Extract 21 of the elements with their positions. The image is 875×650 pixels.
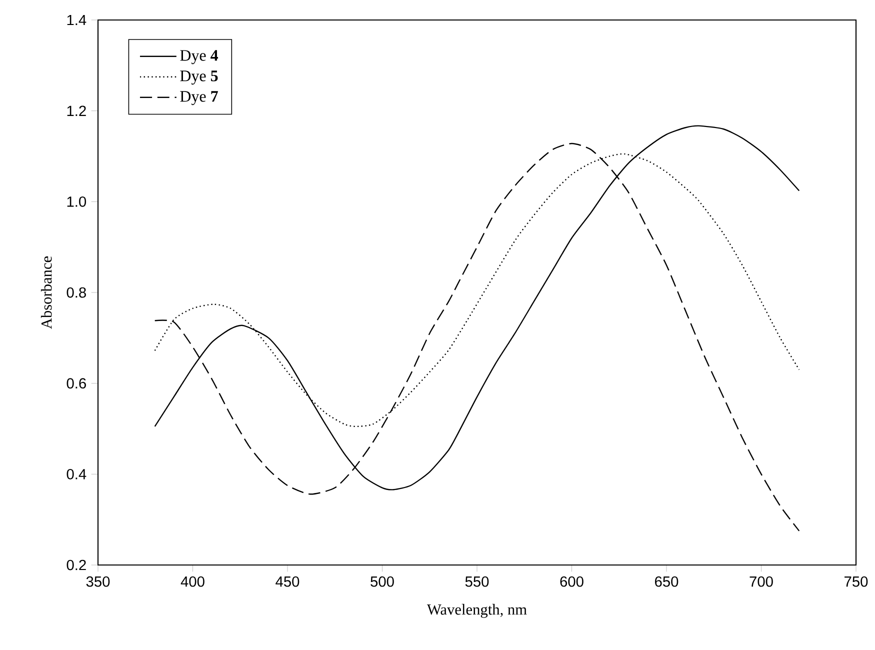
x-tick-label: 350 <box>86 576 110 587</box>
x-tick-label: 750 <box>844 576 868 587</box>
legend-label: Dye 7 <box>180 91 218 106</box>
x-tick-label: 450 <box>276 576 300 587</box>
legend-label: Dye 4 <box>180 50 218 64</box>
x-axis-title: Wavelength, nm <box>426 604 527 618</box>
x-tick-label: 700 <box>750 576 773 587</box>
y-tick-label: 1.0 <box>67 196 86 207</box>
x-tick-label: 400 <box>180 576 204 587</box>
x-tick-label: 650 <box>655 576 678 587</box>
y-tick-label: 0.8 <box>66 287 86 298</box>
x-tick-label: 600 <box>560 576 584 587</box>
y-tick-label: 0.4 <box>66 468 86 480</box>
y-axis-title: Absorbance <box>40 256 52 329</box>
y-tick-label: 0.6 <box>66 378 86 389</box>
legend-label: Dye 5 <box>180 70 218 85</box>
y-tick-label: 1.4 <box>67 14 86 26</box>
x-tick-label: 500 <box>370 576 394 587</box>
x-tick-label: 550 <box>465 576 489 587</box>
y-tick-label: 1.2 <box>67 106 86 116</box>
y-tick-label: 0.2 <box>66 560 86 570</box>
